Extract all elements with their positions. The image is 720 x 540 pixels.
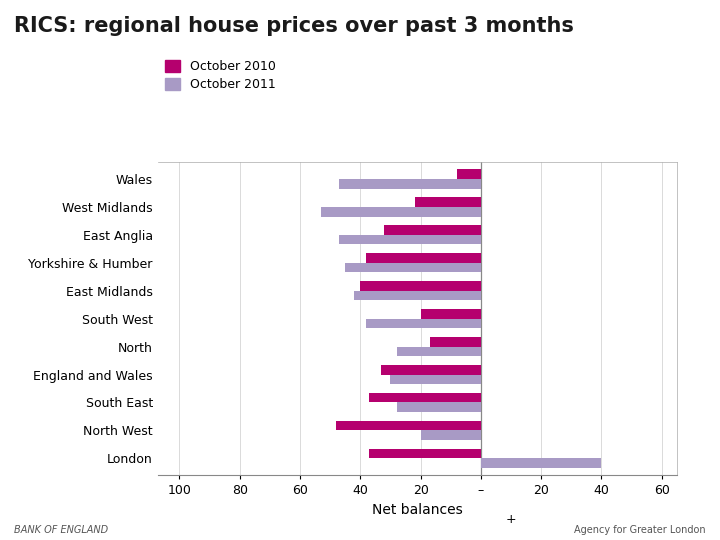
Bar: [360, 281, 481, 291]
X-axis label: Net balances: Net balances: [372, 503, 463, 517]
Text: RICS: regional house prices over past 3 months: RICS: regional house prices over past 3 …: [14, 16, 575, 36]
Bar: [339, 179, 481, 188]
Bar: [397, 347, 481, 356]
Bar: [397, 402, 481, 412]
Bar: [366, 253, 481, 262]
Bar: [420, 309, 481, 319]
Bar: [369, 449, 481, 458]
Bar: [415, 197, 481, 207]
Bar: [384, 225, 481, 235]
Text: Agency for Greater London: Agency for Greater London: [574, 524, 706, 535]
Text: +: +: [505, 513, 516, 526]
Bar: [354, 291, 481, 300]
Bar: [430, 337, 481, 347]
Bar: [321, 207, 481, 217]
Bar: [382, 364, 481, 375]
Bar: [420, 430, 481, 440]
Bar: [456, 169, 481, 179]
Bar: [369, 393, 481, 402]
Text: BANK OF ENGLAND: BANK OF ENGLAND: [14, 524, 109, 535]
Bar: [336, 421, 481, 430]
Legend: October 2010, October 2011: October 2010, October 2011: [165, 60, 276, 91]
Bar: [390, 375, 481, 384]
Bar: [346, 262, 481, 273]
Bar: [366, 319, 481, 328]
Bar: [339, 235, 481, 245]
Bar: [481, 458, 601, 468]
